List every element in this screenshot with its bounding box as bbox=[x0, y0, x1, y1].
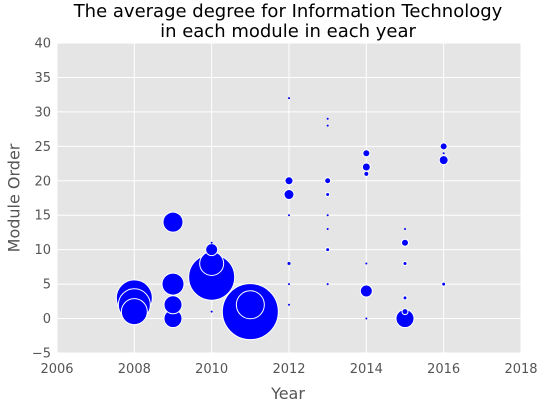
data-points bbox=[115, 97, 449, 341]
data-point bbox=[120, 298, 148, 326]
y-tick-label: 5 bbox=[43, 278, 51, 293]
x-tick-label: 2014 bbox=[350, 362, 383, 377]
data-point bbox=[362, 149, 371, 158]
y-tick-label: 0 bbox=[43, 312, 51, 327]
data-point bbox=[205, 243, 219, 257]
y-tick-label: 15 bbox=[34, 209, 51, 224]
data-point bbox=[325, 247, 331, 253]
data-point bbox=[326, 283, 329, 286]
data-point bbox=[404, 228, 406, 230]
x-tick-label: 2006 bbox=[40, 362, 73, 377]
x-tick-label: 2016 bbox=[427, 362, 460, 377]
data-point bbox=[326, 214, 329, 217]
data-point bbox=[161, 272, 185, 296]
data-point bbox=[441, 281, 447, 287]
y-tick-label: −5 bbox=[32, 347, 51, 362]
chart-title-line-1: The average degree for Information Techn… bbox=[73, 1, 503, 22]
data-point bbox=[288, 303, 290, 306]
x-tick-label: 2012 bbox=[272, 362, 305, 377]
data-point bbox=[288, 214, 290, 217]
y-axis-label: Module Order bbox=[5, 143, 24, 252]
data-point bbox=[438, 155, 449, 166]
chart-title-line-2: in each module in each year bbox=[160, 21, 416, 42]
data-point bbox=[324, 177, 332, 185]
data-point bbox=[361, 162, 371, 172]
data-point bbox=[210, 241, 213, 244]
data-point bbox=[439, 142, 448, 151]
data-point bbox=[288, 97, 290, 100]
data-point bbox=[326, 124, 329, 127]
data-point bbox=[363, 170, 370, 177]
y-tick-labels: −5 0 5 10 15 20 25 30 35 40 bbox=[32, 37, 51, 362]
data-point bbox=[365, 317, 368, 320]
data-point bbox=[326, 228, 329, 230]
y-tick-label: 35 bbox=[34, 71, 51, 86]
data-point bbox=[283, 189, 295, 201]
data-point bbox=[288, 283, 290, 286]
data-point bbox=[401, 308, 409, 316]
x-axis-label: Year bbox=[270, 384, 305, 403]
data-point bbox=[284, 176, 294, 186]
data-point bbox=[402, 295, 408, 301]
x-tick-labels: 2006 2008 2010 2012 2014 2016 2018 bbox=[40, 362, 537, 377]
y-tick-label: 10 bbox=[34, 243, 51, 258]
data-point bbox=[210, 310, 213, 313]
y-tick-label: 25 bbox=[34, 140, 51, 155]
data-point bbox=[325, 192, 331, 198]
data-point bbox=[359, 284, 373, 298]
data-point bbox=[163, 295, 183, 315]
data-point bbox=[287, 261, 291, 265]
data-point bbox=[401, 238, 409, 247]
data-point bbox=[326, 117, 329, 120]
x-tick-label: 2008 bbox=[118, 362, 151, 377]
data-point bbox=[402, 260, 408, 266]
y-tick-label: 30 bbox=[34, 105, 51, 120]
data-point bbox=[235, 290, 265, 320]
data-point bbox=[442, 152, 445, 155]
x-tick-label: 2010 bbox=[195, 362, 228, 377]
y-tick-label: 20 bbox=[34, 174, 51, 189]
y-tick-label: 40 bbox=[34, 37, 51, 52]
data-point bbox=[162, 211, 184, 233]
x-tick-label: 2018 bbox=[504, 362, 537, 377]
data-point bbox=[365, 262, 368, 265]
